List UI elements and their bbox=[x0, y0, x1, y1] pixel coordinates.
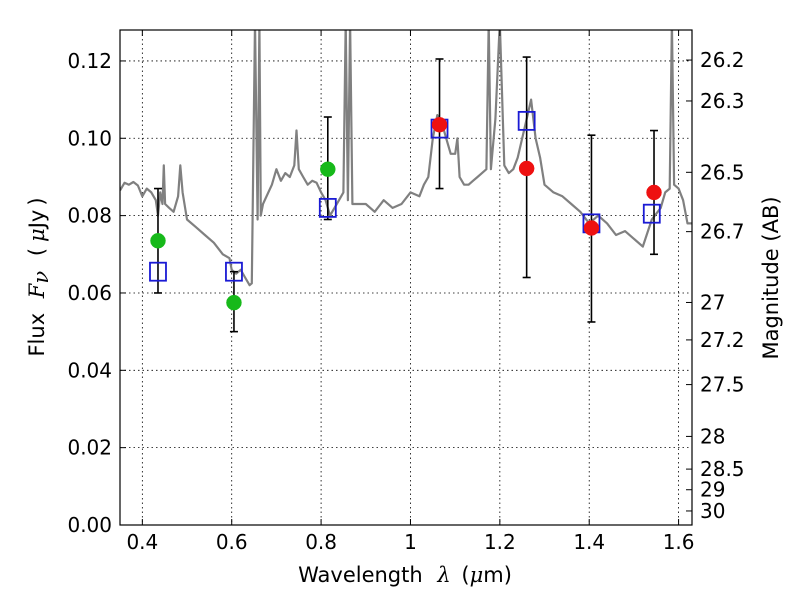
right-tick-label: 27 bbox=[700, 290, 725, 314]
plot-frame bbox=[119, 29, 693, 526]
right-tick-label: 26.2 bbox=[700, 48, 745, 72]
x-tick-label: 1.6 bbox=[663, 530, 695, 554]
square-marker bbox=[225, 261, 243, 282]
right-axis-label: Magnitude (AB) bbox=[759, 196, 783, 359]
x-tick-label: 1.4 bbox=[573, 530, 605, 554]
y-tick-label: 0.12 bbox=[67, 49, 112, 73]
right-tick-label: 28 bbox=[700, 424, 725, 448]
right-tick-label: 28.5 bbox=[700, 457, 745, 481]
model-spectrum bbox=[120, 30, 692, 287]
square-marker bbox=[517, 110, 536, 131]
right-tick-label: 26.3 bbox=[700, 89, 745, 113]
y-axis-unit-close: ) bbox=[25, 197, 49, 205]
y-tick-label: 0.10 bbox=[67, 126, 112, 150]
model-squares bbox=[149, 110, 661, 282]
error-bars bbox=[153, 56, 659, 333]
grid-lines bbox=[120, 30, 692, 526]
x-tick-label: 0.6 bbox=[216, 530, 248, 554]
red-point bbox=[646, 184, 662, 201]
right-tick-label: 26.5 bbox=[700, 160, 745, 184]
x-tick-label: 0.4 bbox=[126, 530, 158, 554]
x-axis-unit-open: ( bbox=[461, 563, 469, 587]
model-spectrum-line bbox=[120, 30, 692, 287]
x-axis-ticks: 0.4 0.6 0.8 1 1.2 1.4 1.6 bbox=[126, 30, 695, 554]
x-tick-label: 1.2 bbox=[484, 530, 516, 554]
right-tick-label: 29 bbox=[700, 478, 725, 502]
y-axis-unit-rest: Jy bbox=[25, 210, 49, 231]
y-tick-label: 0.04 bbox=[67, 358, 112, 382]
y-axis-label-prefix: Flux bbox=[25, 313, 49, 357]
y-tick-label: 0.02 bbox=[67, 436, 112, 460]
right-tick-label: 30 bbox=[700, 499, 725, 523]
y-tick-label: 0.06 bbox=[67, 281, 112, 305]
red-point bbox=[583, 220, 600, 236]
y-tick-label: 0.00 bbox=[67, 513, 112, 537]
x-axis-unit-rest: m) bbox=[483, 563, 512, 587]
x-tick-label: 0.8 bbox=[305, 530, 337, 554]
x-axis-label-prefix: Wavelength bbox=[298, 563, 423, 587]
right-tick-label: 27.2 bbox=[700, 328, 745, 352]
square-marker bbox=[318, 197, 337, 218]
red-point bbox=[518, 160, 535, 177]
y-axis-subscript: ν bbox=[29, 271, 53, 284]
red-point bbox=[431, 116, 448, 133]
y-tick-label: 0.08 bbox=[67, 204, 112, 228]
green-point bbox=[320, 161, 336, 177]
y-axis-unit-open: ( bbox=[25, 248, 49, 256]
y-axis-unit-mu: μ bbox=[25, 228, 49, 242]
green-point bbox=[226, 294, 242, 311]
square-marker bbox=[149, 261, 167, 282]
observed-points bbox=[150, 116, 662, 311]
square-marker bbox=[642, 203, 661, 224]
y-axis-label: Flux Fν ( μJy) bbox=[25, 197, 53, 356]
x-axis-symbol: λ bbox=[436, 563, 450, 587]
green-point bbox=[150, 233, 166, 249]
x-axis-unit-mu: μ bbox=[470, 563, 484, 587]
right-tick-label: 27.5 bbox=[700, 373, 745, 397]
x-axis-label: Wavelength λ (μm) bbox=[298, 563, 512, 587]
x-tick-label: 1 bbox=[404, 530, 417, 554]
y-axis-ticks: 0.00 0.02 0.04 0.06 0.08 0.10 0.12 bbox=[67, 49, 126, 537]
y-axis-symbol: F bbox=[25, 282, 49, 299]
right-tick-label: 26.7 bbox=[700, 220, 745, 244]
